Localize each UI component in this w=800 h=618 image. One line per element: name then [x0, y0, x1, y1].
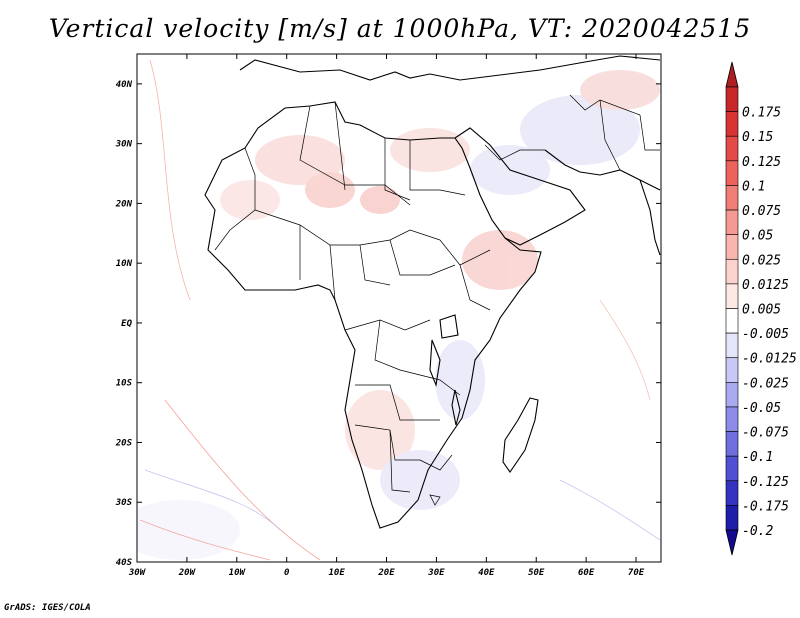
- colorbar: 0.175 0.15 0.125 0.1 0.075 0.05 0.025 0.0125 0.0…: [725, 61, 797, 556]
- colorbar-swatch: [725, 209, 739, 235]
- colorbar-label: -0.125: [742, 475, 789, 490]
- lat-tick-label: 40N: [116, 80, 133, 90]
- colorbar-label: 0.075: [742, 204, 781, 219]
- colorbar-top-arrow: [725, 61, 739, 88]
- lon-tick-label: 40E: [478, 568, 495, 578]
- colorbar-label: 0.005: [742, 303, 781, 318]
- colorbar-label: -0.175: [742, 499, 789, 514]
- colorbar-label: 0.15: [742, 130, 773, 145]
- colorbar-swatch: [725, 185, 739, 211]
- colorbar-swatch: [725, 406, 739, 432]
- colorbar-label: 0.0125: [742, 278, 789, 293]
- colorbar-bottom-arrow: [725, 529, 739, 556]
- lat-tick-label: 30S: [115, 498, 133, 508]
- plot-frame: [136, 53, 662, 563]
- madagascar-coastline: [502, 397, 539, 473]
- lat-tick-label: 10N: [116, 259, 133, 269]
- colorbar-label: -0.025: [742, 376, 789, 391]
- lon-tick-label: 30W: [128, 568, 147, 578]
- lon-tick-label: 20W: [178, 568, 197, 578]
- lat-tick-label: 20S: [115, 438, 133, 448]
- lon-tick-label: 50E: [528, 568, 545, 578]
- lon-tick-label: 70E: [628, 568, 645, 578]
- lat-tick-label: EQ: [121, 319, 132, 329]
- colorbar-label: 0.025: [742, 253, 781, 268]
- colorbar-swatch: [725, 135, 739, 162]
- colorbar-label: -0.05: [742, 401, 781, 416]
- lon-tick-label: 10E: [328, 568, 345, 578]
- colorbar-swatch: [725, 86, 739, 112]
- axis-ticks: 30W 20W 10W 0 10E 20E 30E 40E 50E 60E 70E 40N 30N 20N…: [115, 54, 661, 578]
- lon-tick-label: 30E: [427, 568, 445, 578]
- colorbar-label: 0.1: [742, 179, 765, 194]
- lat-tick-label: 30N: [115, 140, 133, 150]
- lake-victoria: [439, 314, 459, 339]
- colorbar-label: -0.2: [742, 524, 773, 539]
- arabia-coastline: [454, 127, 586, 246]
- colorbar-swatch: [725, 431, 739, 457]
- colorbar-swatch: [725, 234, 739, 260]
- colorbar-label: -0.075: [742, 426, 789, 441]
- lake-malawi: [451, 389, 461, 426]
- lake-tanganyika: [429, 339, 441, 388]
- map-title: Vertical velocity [m/s] at 1000hPa, VT: …: [48, 14, 752, 43]
- europe-coastline: [239, 55, 661, 81]
- colorbar-swatch: [725, 357, 739, 383]
- colorbar-swatch: [725, 258, 739, 285]
- country-borders: [214, 94, 660, 506]
- lat-tick-label: 40S: [116, 558, 133, 568]
- colorbar-swatch: [725, 382, 739, 408]
- lon-tick-label: 60E: [578, 568, 595, 578]
- colorbar-swatch: [725, 455, 739, 482]
- colorbar-swatch: [725, 308, 739, 334]
- colorbar-label: -0.0125: [742, 352, 797, 367]
- colorbar-swatch: [725, 111, 739, 137]
- colorbar-label: 0.125: [742, 155, 781, 170]
- colorbar-swatch: [725, 332, 739, 359]
- grads-credit: GrADS: IGES/COLA: [4, 603, 91, 613]
- ocean-streaks: [139, 59, 661, 561]
- lon-tick-label: 20E: [377, 568, 395, 578]
- colorbar-label: 0.05: [742, 229, 773, 244]
- colorbar-swatch: [725, 480, 739, 506]
- india-coast: [639, 179, 661, 256]
- colorbar-label: -0.1: [742, 450, 773, 465]
- colorbar-swatch: [725, 505, 739, 531]
- colorbar-swatch: [725, 160, 739, 186]
- lon-tick-label: 0: [284, 568, 290, 578]
- colorbar-label: -0.005: [742, 327, 789, 342]
- lat-tick-label: 20N: [115, 199, 133, 209]
- lon-tick-label: 10W: [229, 568, 247, 578]
- lat-tick-label: 10S: [116, 379, 133, 389]
- colorbar-swatch: [725, 283, 739, 309]
- colorbar-label: 0.175: [742, 106, 781, 121]
